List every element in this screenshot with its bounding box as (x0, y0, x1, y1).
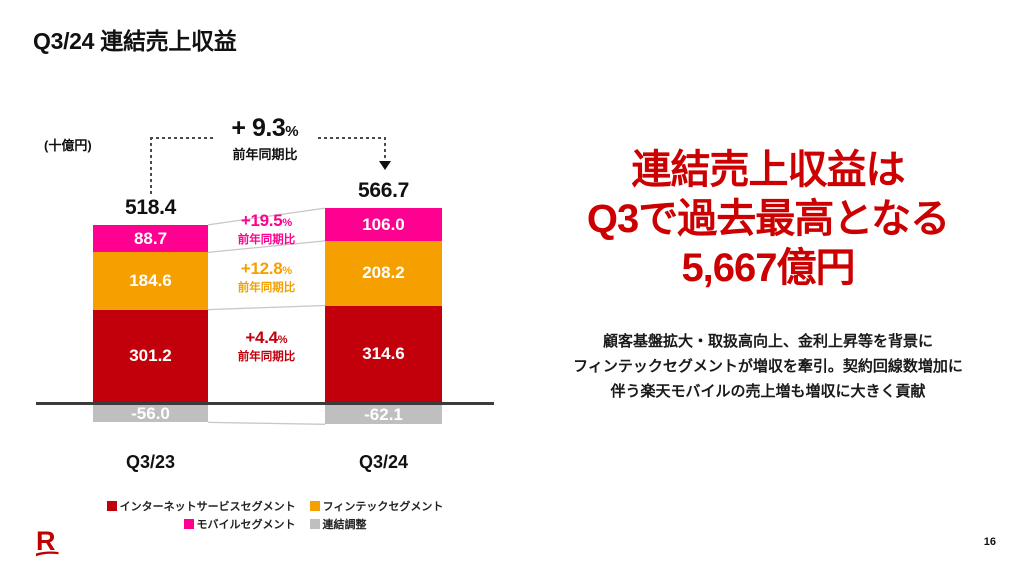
chart-legend: インターネットサービスセグメント フィンテックセグメント モバイルセグメント 連… (40, 498, 510, 532)
x-label-q3-24: Q3/24 (358, 452, 409, 472)
yoy-total-caption: 前年同期比 (232, 147, 298, 162)
axis-baseline (36, 402, 494, 405)
segment-fintech-q3-24: 208.2 (325, 241, 442, 306)
dashed-line-horizontal-right (318, 137, 386, 139)
segment-value-label: -62.1 (364, 404, 403, 424)
legend-label: インターネットサービスセグメント (119, 501, 296, 513)
yoy-total-unit: % (285, 123, 299, 140)
bar-q3-24: 106.0 208.2 314.6 (325, 208, 442, 403)
key-message-headline: 連結売上収益は Q3で過去最高となる 5,667億円 (528, 146, 1008, 292)
segment-adjustment-q3-24: -62.1 (325, 404, 442, 425)
yoy-fintech-growth: +12.8% 前年同期比 (208, 259, 325, 295)
segment-mobile-q3-24: 106.0 (325, 208, 442, 241)
segment-value-label: 208.2 (362, 263, 405, 283)
legend-swatch-mobile (183, 519, 194, 529)
body-line: フィンテックセグメントが増収を牽引。契約回線数増加に (573, 358, 963, 376)
yoy-internet-growth: +4.4% 前年同期比 (208, 328, 325, 364)
segment-internet-q3-23: 301.2 (93, 309, 208, 403)
dashed-line-vertical-right (384, 137, 386, 162)
segment-fintech-q3-23: 184.6 (93, 252, 208, 310)
headline-line: 連結売上収益は (631, 148, 906, 192)
legend-item-internet: インターネットサービスセグメント (106, 498, 296, 514)
svg-text:R: R (36, 526, 56, 556)
legend-label: フィンテックセグメント (322, 501, 444, 513)
yoy-mobile-growth: +19.5% 前年同期比 (208, 211, 325, 247)
legend-item-adjustment: 連結調整 (309, 516, 367, 532)
segment-value-label: 106.0 (362, 214, 405, 234)
arrow-down-icon (379, 161, 391, 170)
x-label-q3-23: Q3/23 (125, 452, 176, 472)
headline-line: Q3で過去最高となる (586, 196, 950, 241)
dashed-line-horizontal-left (150, 137, 213, 139)
key-message-body: 顧客基盤拡大・取扱高向上、金利上昇等を背景に フィンテックセグメントが増収を牽引… (524, 329, 1012, 404)
segment-adjustment-q3-23: -56.0 (93, 403, 208, 423)
headline-line: 5,667億円 (681, 245, 855, 290)
slide-title: Q3/24 連結売上収益 (33, 28, 237, 54)
segment-value-label: 314.6 (362, 344, 405, 364)
legend-swatch-internet (106, 501, 117, 511)
legend-swatch-adjustment (309, 519, 320, 529)
yoy-value: +12.8 (240, 259, 283, 278)
page-number: 16 (983, 536, 996, 548)
body-line: 伴う楽天モバイルの売上増も増収に大きく貢献 (610, 383, 926, 401)
segment-value-label: 88.7 (133, 228, 168, 248)
legend-label: モバイルセグメント (196, 519, 296, 531)
chart-unit-label: (十億円) (44, 138, 92, 153)
rakuten-r-logo: R (36, 526, 59, 557)
yoy-caption: 前年同期比 (237, 351, 296, 363)
legend-label: 連結調整 (322, 519, 367, 531)
bar-q3-23: 88.7 184.6 301.2 (93, 224, 208, 403)
total-label-q3-23: 518.4 (124, 196, 177, 219)
segment-mobile-q3-23: 88.7 (93, 224, 208, 253)
segment-value-label: 184.6 (129, 271, 172, 291)
legend-row: モバイルセグメント 連結調整 (183, 516, 367, 532)
yoy-total-value: + 9.3 (231, 114, 286, 142)
segment-value-label: 301.2 (129, 346, 172, 366)
body-line: 顧客基盤拡大・取扱高向上、金利上昇等を背景に (602, 333, 933, 350)
legend-item-mobile: モバイルセグメント (183, 516, 296, 532)
segment-internet-q3-24: 314.6 (325, 305, 442, 403)
yoy-unit: % (277, 334, 288, 346)
yoy-caption: 前年同期比 (237, 234, 296, 246)
yoy-caption: 前年同期比 (237, 282, 296, 294)
yoy-value: +4.4 (245, 328, 278, 347)
total-label-q3-24: 566.7 (357, 179, 410, 202)
legend-row: インターネットサービスセグメント フィンテックセグメント (106, 498, 444, 514)
yoy-unit: % (282, 265, 293, 277)
yoy-total-growth: + 9.3% 前年同期比 (200, 114, 330, 163)
legend-item-fintech: フィンテックセグメント (309, 498, 444, 514)
segment-value-label: -56.0 (131, 403, 170, 423)
yoy-unit: % (282, 217, 293, 229)
legend-swatch-fintech (309, 501, 320, 511)
dashed-line-vertical-left (150, 137, 152, 194)
yoy-value: +19.5 (240, 211, 283, 230)
